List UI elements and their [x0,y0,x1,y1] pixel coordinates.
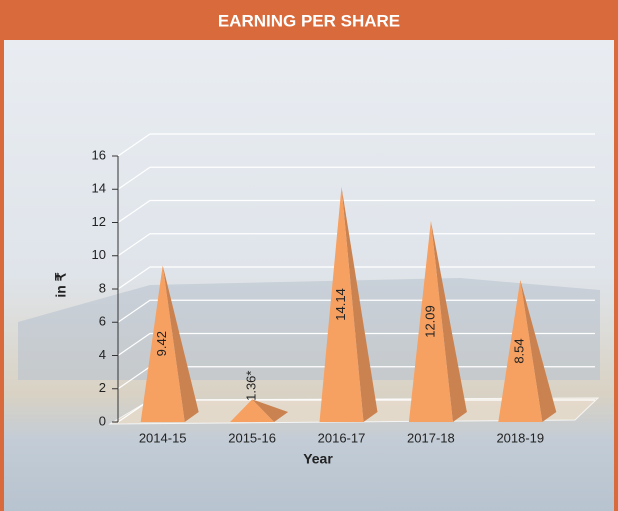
grid-line [117,266,595,290]
pyramid-side [162,265,199,422]
x-tick-label: 2016-17 [318,430,366,445]
x-tick-label: 2018-19 [496,430,544,445]
x-tick-label: 2017-18 [407,430,455,445]
x-axis-label: Year [303,451,333,467]
y-tick-label: 16 [92,147,106,162]
pyramid [140,265,185,422]
grid-line [117,233,595,257]
y-tick-label: 8 [99,280,106,295]
y-tick-label: 0 [99,413,106,428]
value-label: 1.36* [244,371,259,401]
y-tick-label: 4 [99,347,106,362]
value-label: 12.09 [422,305,437,338]
value-label: 14.14 [333,288,348,321]
pyramid [230,399,275,422]
y-tick-label: 12 [92,214,106,229]
pyramid-side [341,186,378,422]
y-tick-label: 10 [92,247,106,262]
grid-line [117,199,595,223]
pyramid-side [252,399,289,422]
pyramid [319,186,364,422]
pyramid-side [430,221,467,422]
value-label: 9.42 [154,331,169,356]
x-tick-label: 2015-16 [228,430,276,445]
background [4,40,614,511]
y-axis-label: in ₹ [53,272,69,297]
pyramid-side [520,280,557,422]
value-label: 8.54 [512,338,527,363]
y-tick-label: 14 [92,181,106,196]
y-tick-label: 6 [99,314,106,329]
pyramid [498,280,543,422]
x-tick-label: 2014-15 [139,430,187,445]
chart-title: EARNING PER SHARE [218,11,400,30]
pyramid [408,221,453,422]
grid-line [117,299,595,323]
grid-line [117,133,595,157]
grid-line [117,166,595,190]
y-tick-label: 2 [99,380,106,395]
